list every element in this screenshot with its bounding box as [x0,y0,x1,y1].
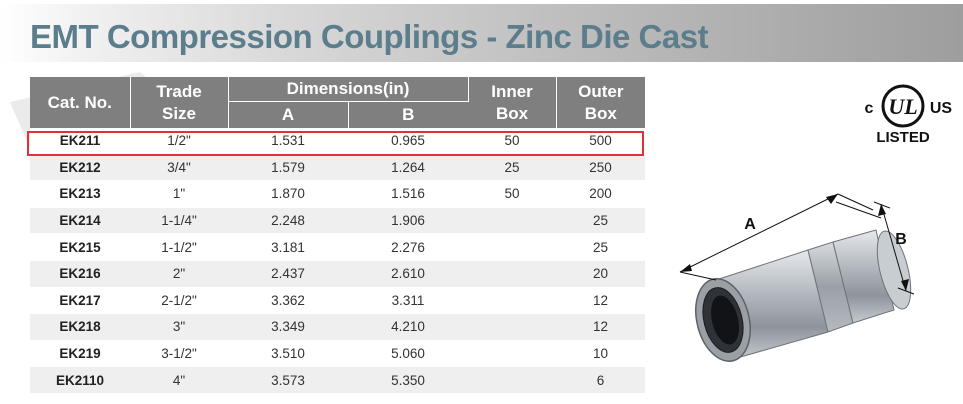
trade-size-cell: 2" [130,260,228,288]
ul-listed-logo: UL c US LISTED [865,84,953,146]
outer-box-cell: 6 [556,366,646,394]
header-cat-no: Cat. No. [30,77,131,128]
cat-no-cell: EK213 [30,180,130,208]
spec-table-body: EK211 1/2" 1.531 0.965 50 500 EK212 3/4" 1.579 1.… [30,128,646,394]
dim-b-cell: 1.264 [348,154,469,182]
table-row: EK212 3/4" 1.579 1.264 25 250 [30,154,646,182]
inner-box-cell [468,313,557,341]
cat-no-cell: EK216 [30,260,130,288]
title-banner: EMT Compression Couplings - Zinc Die Cas… [0,4,963,62]
cat-no-cell: EK212 [30,154,130,182]
trade-size-cell: 3" [130,313,228,341]
dimension-label-a: A [744,216,756,233]
header-dimensions: Dimensions(in) [228,77,469,102]
dim-a-cell: 3.349 [228,313,348,341]
dim-b-cell: 2.610 [348,260,469,288]
dim-b-cell: 1.516 [348,180,469,208]
dim-a-cell: 3.362 [228,287,348,315]
dim-a-cell: 2.248 [228,207,348,235]
table-row: EK215 1-1/2" 3.181 2.276 25 [30,233,646,261]
trade-size-cell: 3/4" [130,154,228,182]
table-row: EK213 1" 1.870 1.516 50 200 [30,180,646,208]
cat-no-cell: EK218 [30,313,130,341]
inner-box-cell [468,260,557,288]
spec-table: Cat. No. Trade Size Dimensions(in) Inner B… [30,77,646,394]
table-row: EK219 3-1/2" 3.510 5.060 10 [30,340,646,368]
inner-box-cell: 50 [468,180,557,208]
trade-size-cell: 4" [130,366,228,394]
header-inner-box: Inner Box [468,77,557,128]
inner-box-cell: 25 [468,154,557,182]
header-dim-b: B [348,101,469,128]
dim-b-cell: 5.350 [348,366,469,394]
header-dim-a: A [228,101,349,128]
dim-b-cell: 0.965 [348,128,469,155]
outer-box-cell: 250 [556,154,646,182]
dim-b-cell: 2.276 [348,233,469,261]
table-row: EK217 2-1/2" 3.362 3.311 12 [30,287,646,315]
coupling-illustration [695,229,912,362]
page-title: EMT Compression Couplings - Zinc Die Cas… [30,18,709,55]
cat-no-cell: EK219 [30,340,130,368]
outer-box-cell: 25 [556,207,646,235]
dim-a-cell: 1.870 [228,180,348,208]
trade-size-cell: 1-1/2" [130,233,228,261]
outer-box-cell: 12 [556,313,646,341]
dim-a-cell: 1.579 [228,154,348,182]
header-trade-size: Trade Size [130,77,229,128]
outer-box-cell: 12 [556,287,646,315]
inner-box-cell [468,340,557,368]
inner-box-cell [468,287,557,315]
dim-a-cell: 1.531 [228,128,348,155]
cat-no-cell: EK214 [30,207,130,235]
ul-text: UL [888,94,917,119]
ul-listed-text: LISTED [876,129,930,146]
outer-box-cell: 25 [556,233,646,261]
table-row: EK218 3" 3.349 4.210 12 [30,313,646,341]
table-row: EK2110 4" 3.573 5.350 6 [30,366,646,394]
trade-size-cell: 1" [130,180,228,208]
cat-no-cell: EK215 [30,233,130,261]
outer-box-cell: 500 [556,128,646,155]
cat-no-cell: EK2110 [30,366,130,394]
inner-box-cell: 50 [468,128,557,155]
dim-a-cell: 3.573 [228,366,348,394]
dim-b-cell: 1.906 [348,207,469,235]
dim-b-cell: 5.060 [348,340,469,368]
inner-box-cell [468,366,557,394]
dim-b-cell: 3.311 [348,287,469,315]
trade-size-cell: 2-1/2" [130,287,228,315]
dim-a-cell: 3.510 [228,340,348,368]
trade-size-cell: 1-1/4" [130,207,228,235]
inner-box-cell [468,233,557,261]
inner-box-cell [468,207,557,235]
table-row: EK214 1-1/4" 2.248 1.906 25 [30,207,646,235]
ul-c-text: c [865,100,874,117]
table-row: EK211 1/2" 1.531 0.965 50 500 [30,128,646,155]
dim-a-cell: 3.181 [228,233,348,261]
trade-size-cell: 3-1/2" [130,340,228,368]
dim-a-cell: 2.437 [228,260,348,288]
ul-us-text: US [930,100,953,117]
outer-box-cell: 20 [556,260,646,288]
trade-size-cell: 1/2" [130,128,228,155]
table-row: EK216 2" 2.437 2.610 20 [30,260,646,288]
outer-box-cell: 200 [556,180,646,208]
dim-b-cell: 4.210 [348,313,469,341]
dimension-lines [679,193,915,295]
dimension-label-b: B [895,231,907,248]
outer-box-cell: 10 [556,340,646,368]
cat-no-cell: EK217 [30,287,130,315]
cat-no-cell: EK211 [30,128,130,155]
header-outer-box: Outer Box [556,77,646,128]
coupling-dimension-diagram: A B [679,193,915,362]
